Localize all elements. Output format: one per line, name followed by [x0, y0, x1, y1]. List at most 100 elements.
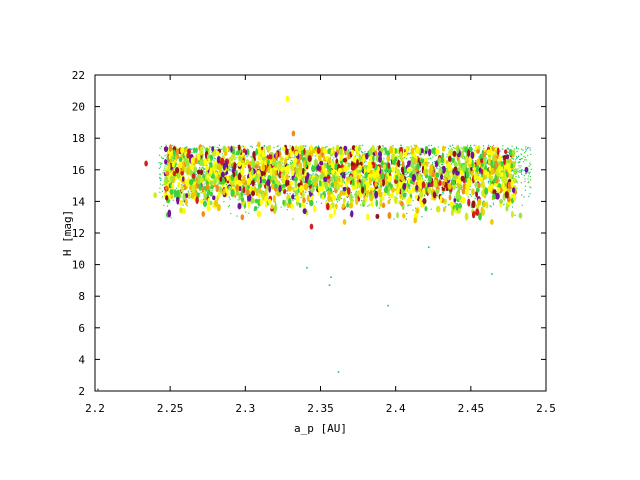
- data-point: [303, 145, 305, 147]
- data-point: [400, 166, 405, 173]
- data-point: [353, 170, 357, 178]
- data-point: [478, 167, 482, 173]
- data-point: [474, 197, 476, 200]
- data-point: [474, 192, 476, 194]
- data-point: [510, 163, 514, 169]
- data-point: [508, 173, 510, 175]
- data-point: [376, 146, 378, 148]
- outlier-point: [306, 266, 308, 269]
- data-point: [423, 195, 425, 197]
- data-point: [273, 204, 278, 212]
- data-point: [229, 170, 231, 172]
- data-point: [523, 161, 525, 163]
- x-tick-label: 2.35: [307, 402, 334, 415]
- data-point: [525, 159, 527, 161]
- data-point: [288, 148, 290, 150]
- data-point: [201, 186, 205, 193]
- data-point: [336, 170, 338, 172]
- data-point: [503, 172, 507, 180]
- data-point: [410, 152, 412, 154]
- data-point: [470, 144, 472, 146]
- data-point: [327, 190, 331, 196]
- data-point: [203, 169, 205, 171]
- data-point: [306, 149, 310, 156]
- data-point: [258, 182, 263, 189]
- data-point: [379, 201, 383, 208]
- data-point: [291, 194, 295, 200]
- data-point: [235, 154, 237, 156]
- data-point: [460, 188, 462, 190]
- data-point: [206, 160, 209, 162]
- data-point: [289, 180, 293, 186]
- data-point: [410, 185, 412, 187]
- data-point: [323, 148, 328, 155]
- data-point: [165, 144, 167, 146]
- data-point: [178, 156, 183, 163]
- data-point: [254, 181, 256, 184]
- data-point: [413, 148, 415, 150]
- data-point: [449, 161, 452, 163]
- data-point: [281, 177, 285, 184]
- data-point: [319, 180, 322, 187]
- data-point: [490, 167, 495, 176]
- data-point: [383, 187, 388, 194]
- data-point: [263, 145, 265, 147]
- data-point: [487, 182, 489, 184]
- data-point: [516, 181, 518, 183]
- data-point: [216, 146, 218, 148]
- data-point: [277, 163, 282, 171]
- data-point: [159, 166, 161, 168]
- data-point: [368, 148, 372, 156]
- data-point: [195, 196, 199, 204]
- data-point: [365, 189, 370, 194]
- data-point: [409, 188, 411, 190]
- data-point: [441, 152, 445, 160]
- data-point: [516, 182, 518, 184]
- data-point: [191, 173, 196, 179]
- data-point: [287, 158, 290, 160]
- data-point: [415, 146, 420, 154]
- data-point: [363, 176, 365, 178]
- data-point: [361, 200, 363, 202]
- data-point: [240, 167, 245, 176]
- data-point: [437, 195, 439, 197]
- data-point: [357, 182, 361, 189]
- data-point: [511, 187, 516, 193]
- data-point: [355, 145, 357, 147]
- data-point: [515, 156, 518, 158]
- data-point: [473, 174, 477, 182]
- data-point: [172, 199, 174, 201]
- data-point: [450, 208, 455, 217]
- data-point: [511, 211, 514, 218]
- data-point: [461, 186, 463, 188]
- data-point: [459, 156, 461, 158]
- data-point: [342, 186, 347, 192]
- data-point: [162, 171, 164, 174]
- data-point: [311, 148, 316, 154]
- data-point: [387, 211, 392, 220]
- data-point: [165, 171, 170, 177]
- data-point: [405, 174, 407, 176]
- data-point: [404, 180, 406, 182]
- data-point: [377, 183, 379, 185]
- data-point: [516, 158, 518, 160]
- data-point: [334, 151, 338, 158]
- data-point: [350, 192, 352, 194]
- data-point: [265, 156, 267, 158]
- y-tick-label: 2: [78, 385, 85, 398]
- data-point: [324, 160, 326, 162]
- data-point: [166, 154, 168, 156]
- data-point: [479, 172, 481, 174]
- data-point: [209, 161, 213, 169]
- data-point: [282, 183, 286, 189]
- outlier-point: [240, 214, 245, 221]
- data-point: [421, 181, 426, 189]
- data-point: [347, 162, 351, 168]
- data-point: [510, 169, 513, 171]
- data-point: [465, 190, 469, 196]
- data-point: [364, 171, 368, 179]
- data-point: [440, 187, 443, 189]
- data-point: [401, 161, 405, 168]
- data-point: [336, 201, 338, 203]
- data-point: [289, 193, 291, 195]
